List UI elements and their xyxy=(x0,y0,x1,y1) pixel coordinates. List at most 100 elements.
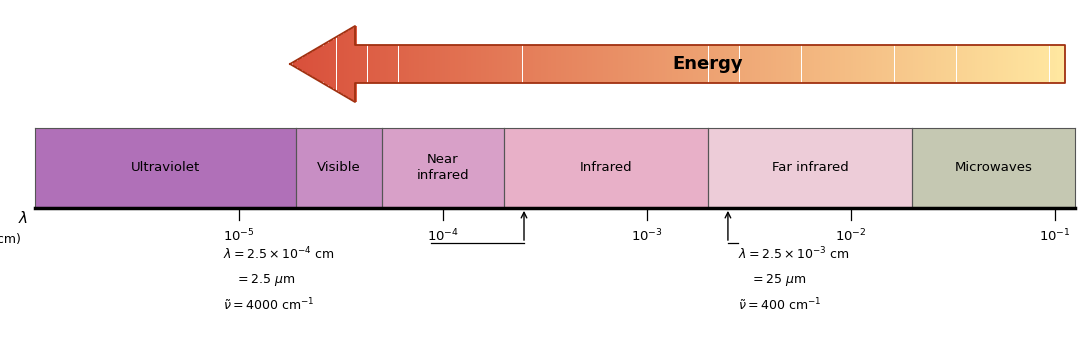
Bar xyxy=(939,45,941,83)
Bar xyxy=(504,45,507,83)
Bar xyxy=(931,45,933,83)
Bar xyxy=(767,45,771,83)
Bar xyxy=(799,45,801,83)
Bar xyxy=(739,45,743,83)
Bar xyxy=(763,45,765,83)
Bar xyxy=(771,45,773,83)
Bar xyxy=(977,45,980,83)
Bar xyxy=(341,34,345,94)
Bar xyxy=(1042,45,1044,83)
Bar xyxy=(450,45,453,83)
Text: $\lambda = 2.5 \times 10^{-4}$ cm: $\lambda = 2.5 \times 10^{-4}$ cm xyxy=(223,246,335,263)
Bar xyxy=(339,35,341,93)
Bar xyxy=(956,45,959,83)
Bar xyxy=(734,45,737,83)
Bar xyxy=(1008,45,1010,83)
Bar xyxy=(406,45,409,83)
Bar xyxy=(569,45,571,83)
Bar xyxy=(367,45,370,83)
Bar xyxy=(743,45,745,83)
Bar xyxy=(885,45,887,83)
Bar xyxy=(424,45,427,83)
Text: Ultraviolet: Ultraviolet xyxy=(131,162,201,174)
Bar xyxy=(732,45,734,83)
Bar xyxy=(859,45,861,83)
Bar xyxy=(352,28,354,100)
Bar xyxy=(861,45,864,83)
Bar xyxy=(446,45,448,83)
Bar xyxy=(1023,45,1027,83)
Bar xyxy=(528,45,530,83)
Bar xyxy=(302,56,306,72)
Bar xyxy=(758,45,760,83)
Bar xyxy=(476,45,478,83)
Bar xyxy=(780,45,784,83)
Bar xyxy=(801,45,804,83)
Bar xyxy=(678,45,680,83)
Bar xyxy=(646,45,649,83)
Bar xyxy=(382,128,504,208)
Bar xyxy=(881,45,885,83)
Bar xyxy=(502,45,504,83)
Bar xyxy=(948,45,952,83)
Bar xyxy=(747,45,750,83)
Bar xyxy=(496,45,500,83)
Bar xyxy=(691,45,693,83)
Bar xyxy=(1001,45,1003,83)
Text: $10^{-4}$: $10^{-4}$ xyxy=(427,228,459,245)
Bar xyxy=(1060,45,1062,83)
Bar xyxy=(833,45,835,83)
Bar xyxy=(461,45,463,83)
Bar xyxy=(420,45,422,83)
Bar xyxy=(1036,45,1040,83)
Bar xyxy=(817,45,820,83)
Bar xyxy=(804,45,806,83)
Bar xyxy=(752,45,754,83)
Bar xyxy=(455,45,457,83)
Bar xyxy=(830,45,833,83)
Text: $\tilde{\nu} = 4000\ \mathrm{cm}^{-1}$: $\tilde{\nu} = 4000\ \mathrm{cm}^{-1}$ xyxy=(223,297,314,313)
Bar xyxy=(603,45,605,83)
Bar xyxy=(784,45,786,83)
Bar xyxy=(1003,45,1006,83)
Bar xyxy=(1040,45,1042,83)
Bar xyxy=(433,45,435,83)
Bar xyxy=(481,45,483,83)
Bar xyxy=(812,45,814,83)
Bar xyxy=(601,45,603,83)
Bar xyxy=(365,45,367,83)
Bar xyxy=(912,128,1075,208)
Bar xyxy=(898,45,900,83)
Bar xyxy=(512,45,515,83)
Bar xyxy=(959,45,962,83)
Bar xyxy=(362,45,365,83)
Bar xyxy=(636,45,638,83)
Bar xyxy=(453,45,455,83)
Bar xyxy=(972,45,975,83)
Bar xyxy=(928,45,931,83)
Bar xyxy=(827,45,830,83)
Bar xyxy=(722,45,724,83)
Bar xyxy=(500,45,502,83)
Bar xyxy=(545,45,549,83)
Bar xyxy=(688,45,691,83)
Bar xyxy=(629,45,631,83)
Text: Infrared: Infrared xyxy=(580,162,632,174)
Bar xyxy=(998,45,1001,83)
Bar xyxy=(538,45,541,83)
Text: Far infrared: Far infrared xyxy=(772,162,849,174)
Bar xyxy=(631,45,633,83)
Bar xyxy=(575,45,577,83)
Bar xyxy=(401,45,403,83)
Bar xyxy=(788,45,791,83)
Bar xyxy=(713,45,717,83)
Bar xyxy=(597,45,601,83)
Text: $\quad = 25\ \mu$m: $\quad = 25\ \mu$m xyxy=(738,272,806,288)
Bar xyxy=(621,45,623,83)
Bar xyxy=(1021,45,1023,83)
Bar xyxy=(393,45,396,83)
Text: $10^{-5}$: $10^{-5}$ xyxy=(223,228,255,245)
Bar xyxy=(704,45,706,83)
Bar xyxy=(835,45,838,83)
Bar xyxy=(592,45,595,83)
